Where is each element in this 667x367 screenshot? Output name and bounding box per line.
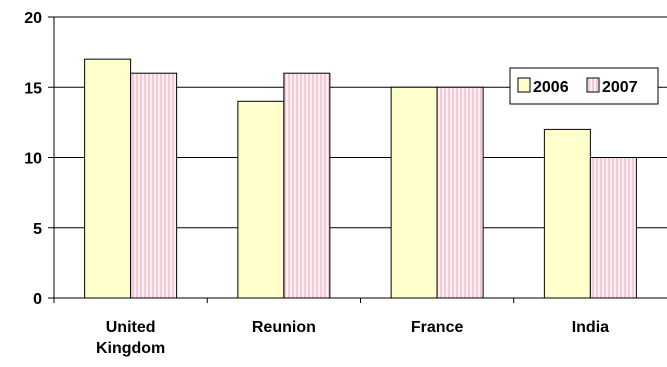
bar-2007-3 (589, 157, 637, 299)
legend: 2006 2007 (509, 67, 659, 105)
x-category-label: Reunion (252, 319, 316, 336)
legend-label-2007: 2007 (602, 79, 638, 96)
bar-2007-2 (436, 86, 484, 299)
y-tick-labels: 0 5 10 15 20 (24, 10, 42, 308)
y-tick-label: 10 (24, 151, 42, 168)
legend-swatch-2006 (517, 77, 531, 93)
y-tick-label: 0 (33, 291, 42, 308)
x-category-label: United (106, 319, 156, 336)
bars (84, 58, 637, 299)
y-tick-label: 15 (24, 80, 42, 97)
x-category-labels: United Kingdom Reunion France India (96, 319, 609, 357)
bar-2006-3 (543, 128, 591, 299)
y-tick-label: 20 (24, 10, 42, 27)
bar-2007-1 (283, 72, 331, 299)
legend-box (509, 67, 659, 105)
bar-2006-1 (237, 100, 285, 299)
bar-2006-2 (390, 86, 438, 299)
y-tick-label: 5 (33, 221, 42, 238)
legend-swatch-2007 (586, 77, 600, 93)
x-category-label: India (572, 319, 609, 336)
bar-2007-0 (130, 72, 178, 299)
x-category-label: Kingdom (96, 340, 165, 357)
bar-2006-0 (84, 58, 132, 299)
legend-label-2006: 2006 (533, 79, 569, 96)
x-category-label: France (411, 319, 464, 336)
